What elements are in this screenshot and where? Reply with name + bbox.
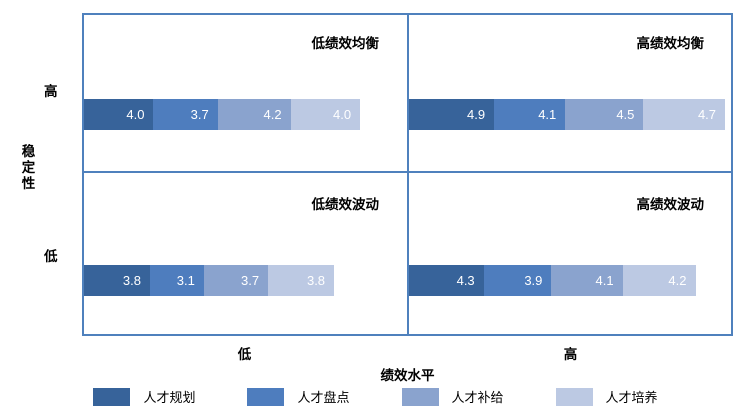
bar-segment: 4.7 xyxy=(643,99,726,130)
bar-segment: 4.0 xyxy=(84,99,154,130)
bar-segment: 4.0 xyxy=(290,99,361,130)
legend-item: 人才盘点 xyxy=(247,387,350,406)
quadrant-divider-vertical xyxy=(407,15,409,334)
bar-segment: 4.1 xyxy=(551,265,623,296)
bar-segment: 3.9 xyxy=(483,265,552,296)
stacked-bar: 4.3 3.9 4.1 4.2 xyxy=(409,265,696,296)
legend-label: 人才补给 xyxy=(451,390,504,405)
bar-segment: 4.3 xyxy=(409,265,484,296)
legend-label: 人才规划 xyxy=(143,390,196,405)
quadrant-title: 低绩效波动 xyxy=(311,197,380,212)
bar-segment: 4.9 xyxy=(409,99,495,130)
quadrant-divider-horizontal xyxy=(84,171,731,173)
y-tick-high: 高 xyxy=(44,84,58,99)
legend-label: 人才培养 xyxy=(605,390,658,405)
y-axis-title: 稳定性 xyxy=(21,144,36,191)
chart-frame: 低绩效均衡 4.0 3.7 4.2 4.0 高绩效均衡 4.9 4.1 4.5 … xyxy=(82,13,733,336)
legend-swatch xyxy=(401,387,439,406)
quadrant-top-left: 低绩效均衡 4.0 3.7 4.2 4.0 xyxy=(84,15,407,171)
bar-segment: 3.8 xyxy=(84,265,150,296)
quadrant-title: 高绩效波动 xyxy=(636,197,705,212)
x-tick-low: 低 xyxy=(237,347,252,362)
x-axis-title: 绩效水平 xyxy=(380,368,435,383)
quadrant-title: 高绩效均衡 xyxy=(636,36,705,51)
bar-segment: 3.7 xyxy=(153,99,218,130)
bar-segment: 4.5 xyxy=(565,99,644,130)
quadrant-title: 低绩效均衡 xyxy=(311,36,380,51)
legend-swatch xyxy=(555,387,593,406)
legend-item: 人才补给 xyxy=(401,387,504,406)
bar-segment: 3.1 xyxy=(149,265,204,296)
bar-segment: 3.7 xyxy=(203,265,269,296)
stacked-bar: 4.0 3.7 4.2 4.0 xyxy=(84,99,361,130)
x-tick-high: 高 xyxy=(563,347,578,362)
legend-swatch xyxy=(247,387,285,406)
quadrant-bottom-left: 低绩效波动 3.8 3.1 3.7 3.8 xyxy=(84,173,407,334)
legend-swatch xyxy=(93,387,131,406)
quadrant-top-right: 高绩效均衡 4.9 4.1 4.5 4.7 xyxy=(409,15,732,171)
quadrant-bottom-right: 高绩效波动 4.3 3.9 4.1 4.2 xyxy=(409,173,732,334)
chart-legend: 人才规划 人才盘点 人才补给 人才培养 xyxy=(0,387,751,406)
legend-item: 人才培养 xyxy=(555,387,658,406)
legend-item: 人才规划 xyxy=(93,387,195,406)
bar-segment: 4.2 xyxy=(217,99,291,130)
stacked-bar: 3.8 3.1 3.7 3.8 xyxy=(84,265,335,296)
legend-label: 人才盘点 xyxy=(297,390,350,405)
bar-segment: 4.1 xyxy=(494,99,566,130)
stacked-bar: 4.9 4.1 4.5 4.7 xyxy=(409,99,726,130)
y-tick-low: 低 xyxy=(44,249,58,264)
bar-segment: 4.2 xyxy=(622,265,696,296)
bar-segment: 3.8 xyxy=(268,265,335,296)
